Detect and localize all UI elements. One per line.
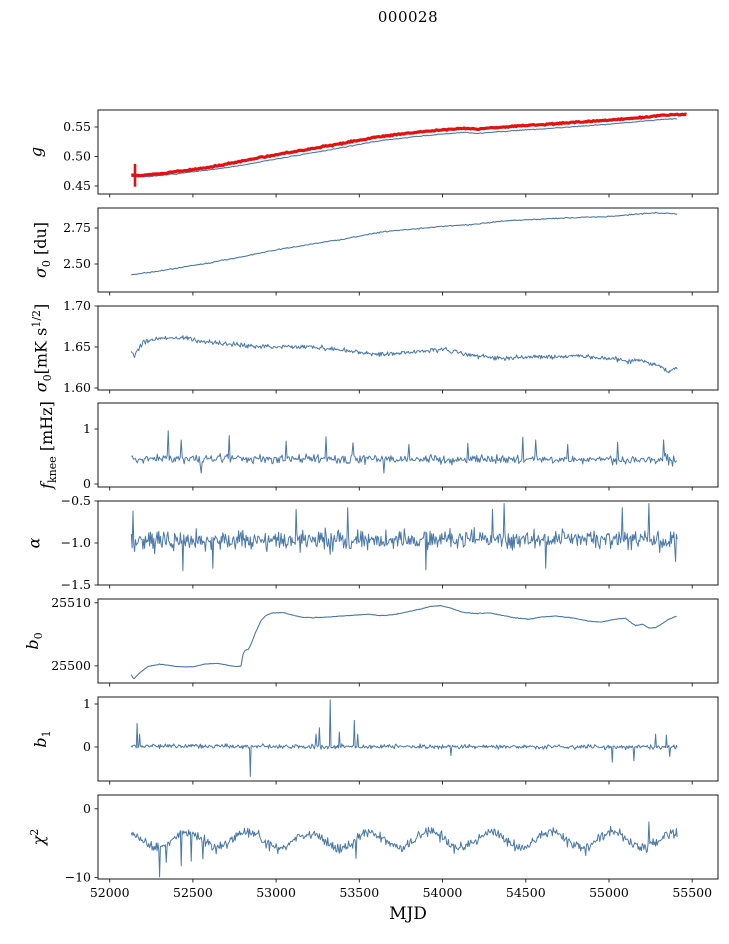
x-tick-label: 53500 <box>339 885 379 900</box>
y-tick-label: 1.65 <box>63 339 91 354</box>
figure-title: 000028 <box>377 8 439 26</box>
ylabel-g: g <box>27 147 46 157</box>
ylabel-g-text: g <box>26 146 46 158</box>
panel-sigma0-mks: 1.60 1.65 1.70 <box>63 298 719 395</box>
panel-alpha: −0.5 −1.0 −1.5 <box>61 493 719 592</box>
y-tick-label: 0.45 <box>63 178 91 193</box>
y-tick-label: 2.50 <box>63 256 91 271</box>
y-tick-label: 0 <box>83 476 91 491</box>
x-tick-label: 52500 <box>173 885 213 900</box>
x-axis-label: MJD <box>389 904 427 924</box>
y-tick-label: −10 <box>65 870 91 885</box>
series-chi2-blue <box>130 821 678 878</box>
y-tick-label: 0.55 <box>63 119 91 134</box>
series-g-blue <box>131 117 678 178</box>
y-tick-label: 25500 <box>51 658 91 673</box>
y-tick-label: −1.5 <box>61 577 91 592</box>
panel-g: 0.45 0.50 0.55 <box>63 109 719 198</box>
y-tick-label: 1.70 <box>63 298 91 313</box>
x-tick-label: 52000 <box>90 885 130 900</box>
panel-chi2: 52000 52500 53000 53500 54000 54500 55000 55500… <box>65 794 719 900</box>
series-fknee-blue <box>131 430 678 474</box>
y-tick-label: 0 <box>83 739 91 754</box>
x-tick-label: 54000 <box>423 885 463 900</box>
series-alpha-blue <box>130 503 678 572</box>
y-tick-label: 1 <box>83 696 91 711</box>
x-tick-label: 55000 <box>589 885 629 900</box>
series-b0-blue <box>130 604 677 680</box>
y-tick-label: 0 <box>83 801 91 816</box>
x-tick-label: 55500 <box>672 885 712 900</box>
x-tick-label: 53000 <box>256 885 296 900</box>
y-tick-label: 2.75 <box>63 220 91 235</box>
series-sigma0-du-blue <box>131 211 678 276</box>
series-sigma0-mks-blue <box>130 335 678 374</box>
panel-fknee: 01 <box>83 402 719 491</box>
ylabel-sigma0-du: σ0 [du] <box>30 221 54 279</box>
y-tick-label: 0.50 <box>63 149 91 164</box>
y-tick-label: 1.60 <box>63 380 91 395</box>
ylabel-sigma0-mks: σ0[mK s1/2] <box>30 303 54 393</box>
ylabel-b1: b1 <box>30 730 54 748</box>
panel-b1: 01 <box>83 696 719 785</box>
y-tick-label: 1 <box>83 421 91 436</box>
y-tick-label: −1.0 <box>61 535 91 550</box>
series-g-red <box>131 112 687 178</box>
panel-b0: 25500 25510 <box>51 595 719 687</box>
ylabel-fknee: fknee [mHz] <box>36 401 60 489</box>
x-tick-label: 54500 <box>506 885 546 900</box>
series-b1-blue <box>130 699 678 777</box>
ylabel-chi2: χ2 <box>27 828 49 846</box>
panel-sigma0-du: 2.50 2.75 <box>63 207 719 296</box>
ylabel-b0: b0 <box>22 632 46 650</box>
y-tick-label: 25510 <box>51 595 91 610</box>
y-tick-label: −0.5 <box>61 493 91 508</box>
ylabel-alpha: α <box>24 537 44 549</box>
